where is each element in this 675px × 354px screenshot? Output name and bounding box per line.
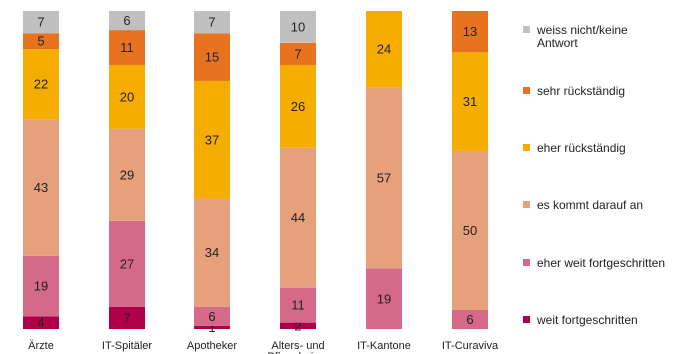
bar-segment-weiss-nicht-keine-antwort-1 — [23, 11, 59, 34]
legend-label-eher-rückständig: eher rückständig — [537, 141, 626, 155]
bar-segment-eher-rückständig-1 — [23, 49, 59, 120]
data-label: 31 — [463, 94, 477, 109]
category-label-5: IT-Kantone — [357, 340, 411, 352]
bar-segment-eher-weit-fortgeschritten-2 — [109, 220, 145, 307]
bar-segment-sehr-rückständig-4 — [280, 42, 316, 66]
data-label: 43 — [34, 180, 48, 195]
legend-label-weiss-nicht-keine-antwort: weiss nicht/keine Antwort — [536, 23, 628, 50]
category-label-1: Ärzte — [28, 340, 54, 352]
data-label: 13 — [463, 24, 477, 39]
data-label: 11 — [291, 298, 305, 313]
bar-segment-es-kommt-darauf-an-1 — [23, 119, 59, 256]
legend-label-weit-fortgeschritten: weit fortgeschritten — [536, 313, 638, 327]
legend-label-es-kommt-darauf-an: es kommt darauf an — [537, 198, 643, 212]
bar-segment-es-kommt-darauf-an-5 — [366, 87, 402, 269]
bar-segment-eher-weit-fortgeschritten-4 — [280, 287, 316, 323]
bar-segment-es-kommt-darauf-an-6 — [452, 150, 488, 310]
data-label: 4 — [37, 315, 44, 330]
data-label: 34 — [205, 245, 219, 260]
bar-segment-eher-rückständig-2 — [109, 65, 145, 129]
category-label-3: Apotheker — [187, 340, 237, 352]
bar-segment-weit-fortgeschritten-2 — [109, 306, 145, 329]
bar-segment-es-kommt-darauf-an-2 — [109, 128, 145, 221]
data-label: 6 — [466, 312, 473, 327]
data-label: 27 — [120, 256, 134, 271]
category-labels-group: Ärzte IT-Spitäler Apotheker Alters- undPfle… — [28, 340, 499, 354]
data-label: 19 — [377, 291, 391, 306]
category-label-4: Alters- undPflegeheime — [267, 340, 328, 354]
data-label: 19 — [34, 279, 48, 294]
data-label: 26 — [291, 99, 305, 114]
data-label: 10 — [291, 19, 305, 34]
bar-segment-eher-rückständig-6 — [452, 52, 488, 151]
data-label: 20 — [120, 89, 134, 104]
data-label: 6 — [208, 309, 215, 324]
data-label: 15 — [205, 50, 219, 65]
bar-segment-eher-rückständig-4 — [280, 65, 316, 148]
bar-segment-sehr-rückständig-1 — [23, 33, 59, 50]
data-label: 50 — [463, 223, 477, 238]
data-label: 37 — [205, 132, 219, 147]
data-label: 44 — [291, 210, 305, 225]
bar-segment-sehr-rückständig-2 — [109, 30, 145, 66]
bar-segment-weit-fortgeschritten-4 — [280, 322, 316, 329]
bar-segment-eher-rückständig-5 — [366, 11, 402, 88]
bar-segment-es-kommt-darauf-an-4 — [280, 147, 316, 288]
bar-segment-weiss-nicht-keine-antwort-4 — [280, 11, 316, 43]
bar-segment-weiss-nicht-keine-antwort-2 — [109, 11, 145, 31]
legend-swatch-eher-rückständig — [523, 144, 530, 151]
data-label: 57 — [377, 170, 391, 185]
data-label: 11 — [120, 40, 134, 55]
data-label: 5 — [37, 34, 44, 49]
bar-segment-weit-fortgeschritten-1 — [23, 316, 59, 329]
bar-segment-eher-weit-fortgeschritten-1 — [23, 255, 59, 317]
legend-swatch-weiss-nicht-keine-antwort — [523, 26, 530, 33]
data-label: 29 — [120, 167, 134, 182]
bar-segment-weiss-nicht-keine-antwort-3 — [194, 11, 230, 34]
data-label: 7 — [294, 46, 301, 61]
bar-segment-eher-weit-fortgeschritten-6 — [452, 309, 488, 329]
data-label: 6 — [123, 13, 130, 28]
legend: weiss nicht/keine Antwort sehr rückständig… — [523, 23, 665, 327]
bars-group: 4194322577272920116163437157211442671019… — [23, 11, 488, 335]
data-label: 7 — [208, 15, 215, 30]
category-label-2: IT-Spitäler — [102, 340, 152, 352]
bar-segment-eher-rückständig-3 — [194, 80, 230, 199]
legend-swatch-sehr-rückständig — [523, 87, 530, 94]
data-label: 22 — [34, 77, 48, 92]
legend-label-sehr-rückständig: sehr rückständig — [537, 84, 625, 98]
bar-segment-sehr-rückständig-6 — [452, 11, 488, 53]
data-label: 7 — [37, 15, 44, 30]
data-label: 1 — [208, 320, 215, 335]
data-label: 24 — [377, 42, 391, 57]
bar-segment-eher-weit-fortgeschritten-3 — [194, 306, 230, 326]
legend-swatch-weit-fortgeschritten — [523, 316, 530, 323]
data-label: 7 — [123, 310, 130, 325]
category-label-6: IT-Curaviva — [442, 340, 499, 352]
legend-swatch-eher-weit-fortgeschritten — [523, 259, 530, 266]
bar-segment-weit-fortgeschritten-3 — [194, 325, 230, 329]
bar-segment-sehr-rückständig-3 — [194, 33, 230, 81]
bar-segment-es-kommt-darauf-an-3 — [194, 198, 230, 307]
legend-label-eher-weit-fortgeschritten: eher weit fortgeschritten — [537, 256, 665, 270]
legend-swatch-es-kommt-darauf-an — [523, 201, 530, 208]
data-label: 2 — [294, 318, 301, 333]
bar-segment-eher-weit-fortgeschritten-5 — [366, 268, 402, 329]
